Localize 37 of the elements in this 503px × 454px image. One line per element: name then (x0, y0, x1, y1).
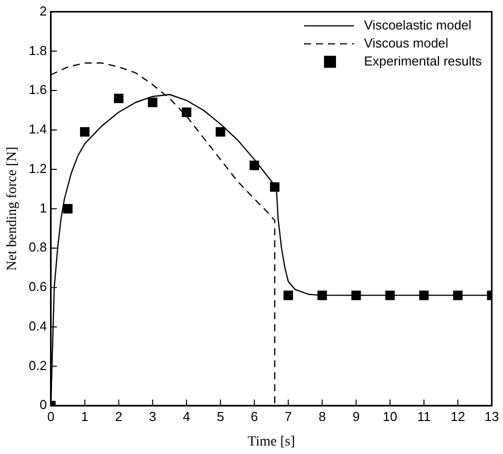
y-tick-label: 0.2 (28, 358, 47, 373)
x-tick-label: 7 (284, 408, 292, 424)
x-tick-label: 12 (450, 408, 466, 424)
point (148, 98, 158, 108)
x-tick-label: 8 (318, 408, 326, 424)
y-tick-label: 1.8 (28, 42, 47, 58)
x-tick-label: 6 (250, 408, 258, 424)
point (182, 107, 192, 117)
legend-label: Experimental results (364, 53, 482, 68)
x-tick-label: 5 (216, 408, 224, 424)
y-tick-label: 0.8 (28, 240, 47, 255)
x-tick-label: 1 (81, 408, 88, 424)
point (80, 127, 90, 137)
point (114, 94, 124, 104)
x-tick-label: 13 (484, 408, 500, 424)
y-tick-label: 0.6 (28, 279, 47, 294)
y-axis-title: Net bending force [N] (5, 146, 20, 271)
point (284, 290, 294, 300)
x-tick-label: 3 (149, 408, 156, 424)
x-tick-label: 9 (352, 408, 360, 424)
x-tick-label: 2 (115, 408, 122, 424)
y-tick-label: 0 (40, 397, 47, 412)
point (63, 204, 73, 214)
x-tick-label: 11 (417, 408, 431, 424)
x-axis-title: Time [s] (248, 434, 295, 450)
legend-label: Viscoelastic model (364, 17, 472, 32)
y-tick-label: 1.4 (28, 122, 47, 137)
y-tick-label: 0.4 (28, 318, 47, 334)
y-tick-label: 1.2 (28, 160, 47, 176)
point (216, 127, 226, 137)
y-tick-label: 1.6 (28, 82, 47, 98)
y-tick-label: 1 (40, 200, 47, 216)
y-tick-label: 2 (40, 3, 47, 18)
x-tick-label: 4 (182, 408, 190, 424)
point (250, 160, 260, 170)
legend-label: Viscous model (364, 35, 448, 50)
x-tick-label: 10 (382, 408, 398, 424)
